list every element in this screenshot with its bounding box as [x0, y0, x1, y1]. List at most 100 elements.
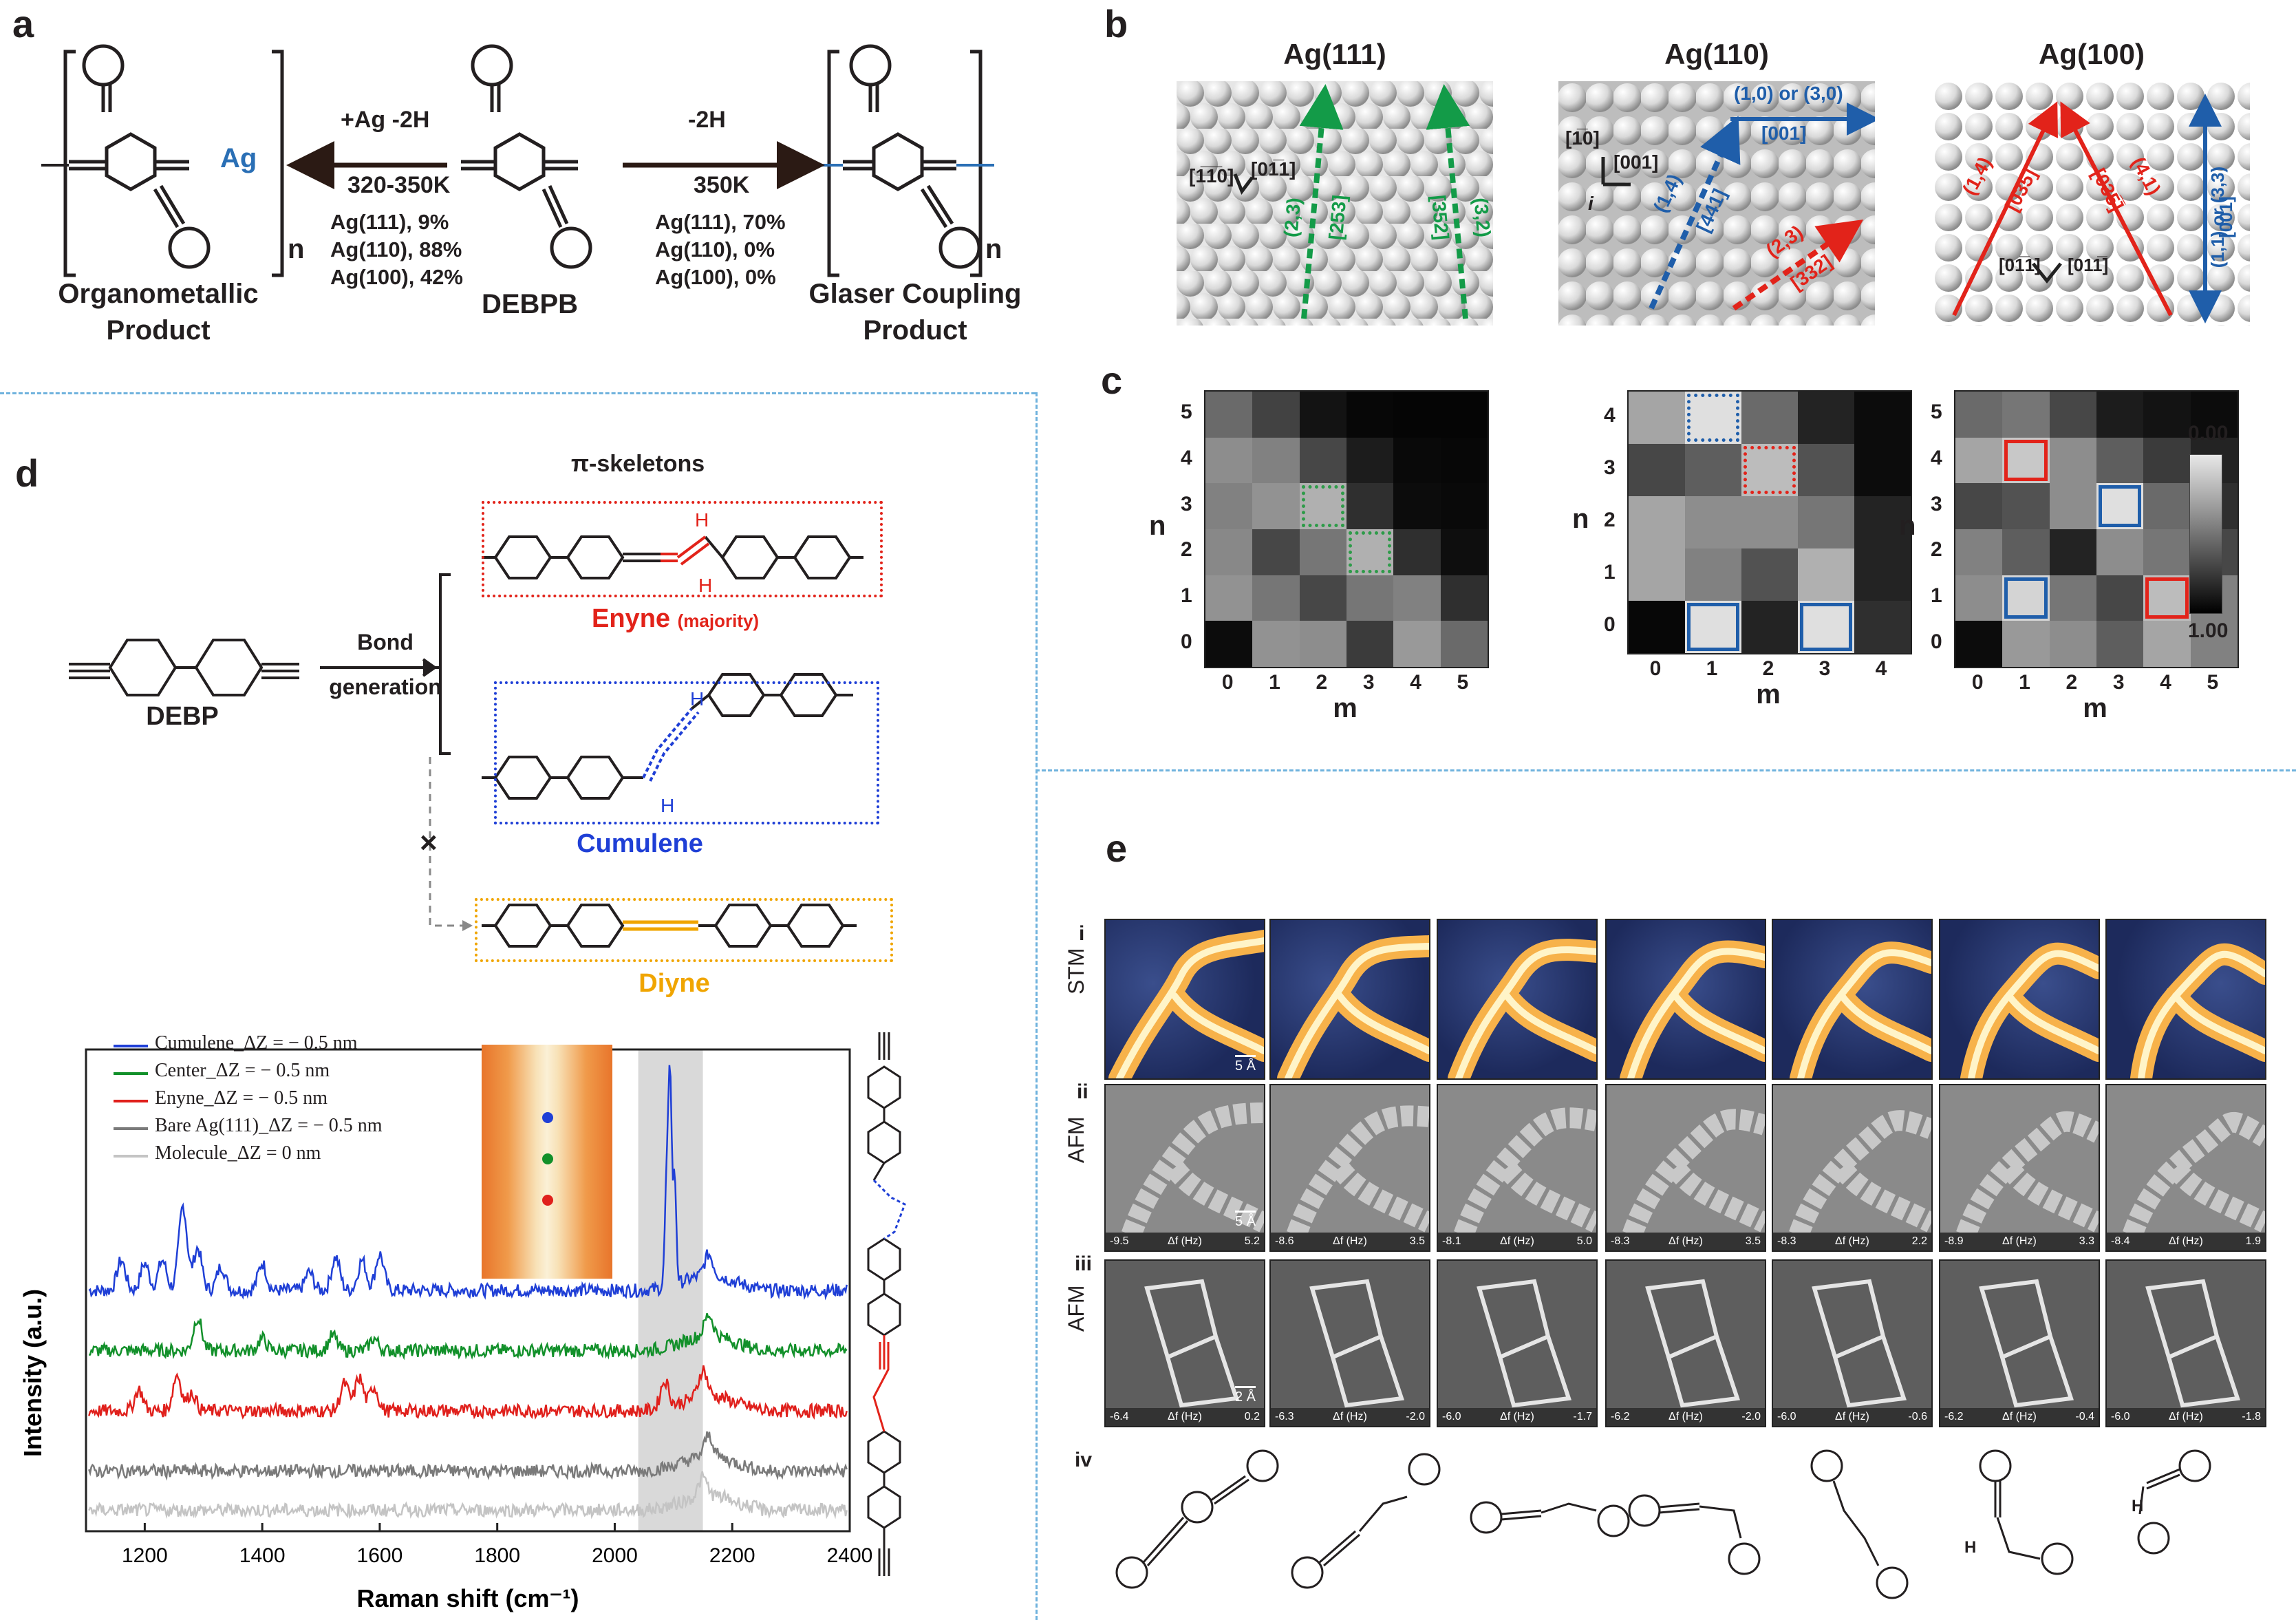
legend-swatch: [114, 1072, 148, 1075]
left-arrow-bottom: 320-350K: [347, 172, 451, 198]
df-colorbar: -6.4 Δf (Hz) 0.2: [1106, 1408, 1264, 1426]
df-min: -6.0: [1777, 1411, 1796, 1422]
heatmap-xtick: 2: [1762, 657, 1774, 680]
ag100-dir-a: [01̅1]: [1999, 255, 2041, 275]
df-min: -6.2: [1944, 1411, 1964, 1422]
heatmap-xtick: 5: [1457, 671, 1469, 694]
heatmap-cell: [1440, 575, 1488, 621]
heatmap-cell: [1741, 392, 1798, 444]
heatmap-cell: [1205, 437, 1253, 484]
tile-afm3: -6.0 Δf (Hz) -1.8: [2105, 1259, 2266, 1427]
ag100-label-001: [001]: [2215, 196, 2236, 238]
cumulene-label: Cumulene: [577, 829, 703, 858]
heatmap-xtick: 1: [1269, 671, 1280, 694]
legend-swatch: [114, 1155, 148, 1158]
tip-dot-enyne: [542, 1195, 553, 1206]
df-max: 1.9: [2245, 1235, 2261, 1247]
df-min: -6.2: [1611, 1411, 1630, 1422]
heatmap-ylabel: n: [1149, 511, 1166, 541]
heatmap-2: [1954, 390, 2239, 668]
tile-stm: [1605, 919, 1766, 1080]
left-yield-1: Ag(110), 88%: [330, 237, 462, 262]
surface-title-100: Ag(100): [2038, 38, 2145, 70]
row-label-iv: iv: [1075, 1449, 1093, 1471]
heatmap-cell: [2143, 392, 2191, 438]
left-yield-0: Ag(111), 9%: [330, 210, 449, 234]
heatmap-cell: [1854, 444, 1911, 496]
tile-afm3: -6.2 Δf (Hz) -2.0: [1605, 1259, 1766, 1427]
heatmap-cell: [1629, 392, 1685, 444]
heatmap-xtick: 0: [1649, 657, 1662, 680]
x-tick-label: 1600: [357, 1544, 403, 1567]
heatmap-cell: [1299, 621, 1347, 667]
ag111-label-352: [352]: [1427, 194, 1453, 241]
n-subscript-left: n: [288, 234, 305, 264]
heatmap-cell: [1205, 621, 1253, 667]
tile-stm: [1437, 919, 1598, 1080]
df-min: -8.4: [2111, 1235, 2130, 1247]
tip-position-image: [482, 1045, 612, 1279]
tile-stm: [1939, 919, 2100, 1080]
heatmap-cell: [2049, 621, 2096, 667]
df-min: -6.0: [1442, 1411, 1461, 1422]
df-label: Δf (Hz): [1835, 1235, 1869, 1247]
h-struct-6: H: [1964, 1538, 1977, 1557]
ag110-dir-b: [001]: [1613, 151, 1659, 173]
tile-stm: [1269, 919, 1430, 1080]
series-line: [89, 1312, 848, 1361]
df-label: Δf (Hz): [2002, 1411, 2037, 1422]
row-label-iii: iii: [1075, 1253, 1093, 1275]
df-colorbar: -8.1 Δf (Hz) 5.0: [1438, 1233, 1596, 1250]
tile-afm3: -6.4 Δf (Hz) 0.2 2 Å: [1104, 1259, 1265, 1427]
heatmap-cell: [2143, 575, 2191, 621]
heatmap-cell: [1252, 621, 1300, 667]
series-line: [88, 1431, 848, 1481]
df-min: -8.3: [1777, 1235, 1796, 1247]
df-label: Δf (Hz): [1500, 1411, 1534, 1422]
df-max: -1.8: [2242, 1411, 2261, 1422]
heatmap-cell: [1854, 496, 1911, 548]
df-min: -8.9: [1944, 1235, 1964, 1247]
row-title-stm: STM: [1064, 948, 1088, 994]
heatmap-cell: [2049, 575, 2096, 621]
ag111-dir-b: [01̅1]: [1251, 158, 1296, 180]
heatmap-1: [1627, 390, 1912, 654]
h-struct-7: H: [2132, 1497, 2144, 1515]
pi-skeletons-title: π-skeletons: [571, 451, 705, 477]
heatmap-cell: [1252, 575, 1300, 621]
heatmap-cell: [1205, 483, 1253, 529]
panel-label-d: d: [15, 451, 39, 495]
ag111-dir-a: [1̅1̅0]: [1189, 165, 1234, 186]
legend-text: Center_ΔZ = − 0.5 nm: [155, 1060, 330, 1081]
legend-swatch: [114, 1045, 148, 1047]
heatmap-cell: [2002, 529, 2050, 575]
heatmap-cell: [1299, 392, 1347, 438]
df-label: Δf (Hz): [1500, 1235, 1534, 1247]
right-yield-1: Ag(110), 0%: [655, 237, 775, 262]
series-line: [88, 1471, 848, 1520]
heatmap-cell: [1955, 621, 2003, 667]
heatmap-cell: [2096, 392, 2144, 438]
heatmap-ytick: 3: [1181, 492, 1192, 515]
heatmap-ytick: 1: [1604, 561, 1616, 584]
right-arrow-bottom: 350K: [694, 172, 750, 198]
tile-afm3: -6.0 Δf (Hz) -1.7: [1437, 1259, 1598, 1427]
df-max: 5.2: [1244, 1235, 1260, 1247]
heatmap-highlight: [1687, 394, 1739, 442]
plot-frame: [85, 1048, 851, 1533]
heatmap-ytick: 3: [1931, 492, 1942, 515]
heatmap-ytick: 2: [1604, 509, 1616, 531]
heatmap-cell: [1252, 529, 1300, 575]
heatmap-cell: [1252, 392, 1300, 438]
tile-afm2: -8.3 Δf (Hz) 3.5: [1605, 1084, 1766, 1252]
heatmap-cell: [1393, 437, 1441, 484]
x-tick-label: 1400: [239, 1544, 286, 1567]
structures-row-iv: [1115, 1449, 2211, 1599]
heatmap-xtick: 2: [2066, 671, 2078, 694]
heatmap-cell: [1299, 483, 1347, 529]
df-min: -8.6: [1275, 1235, 1294, 1247]
panel-label-b: b: [1104, 2, 1128, 45]
heatmap-cell: [1629, 444, 1685, 496]
heatmap-cell: [2190, 621, 2238, 667]
scale-bar: 5 Å: [1234, 1055, 1256, 1074]
